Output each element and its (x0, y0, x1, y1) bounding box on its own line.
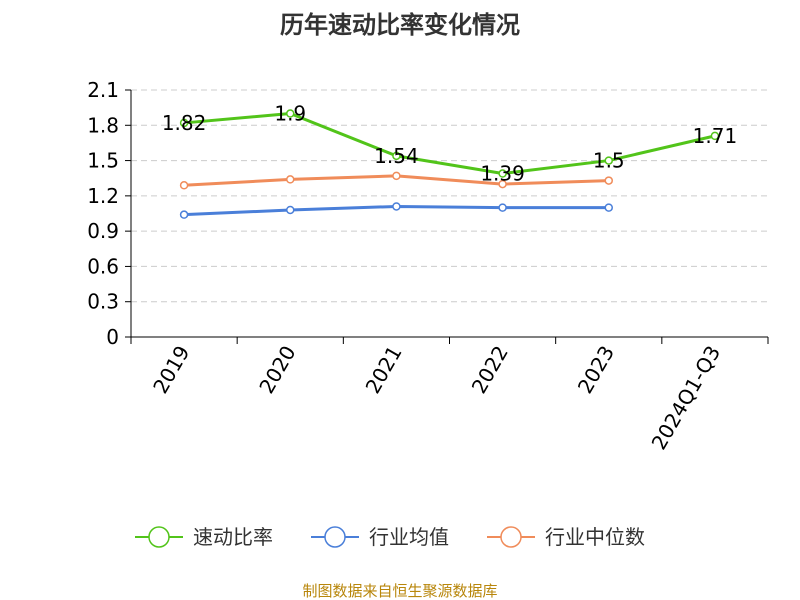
data-point (179, 118, 189, 128)
legend-item: 行业均值 (311, 525, 449, 549)
legend-marker (324, 526, 346, 548)
data-point (286, 175, 295, 184)
y-tick-label: 0.6 (87, 254, 119, 278)
data-point (392, 202, 401, 211)
y-tick-label: 0 (106, 325, 119, 349)
x-tick-label: 2024Q1-Q3 (647, 342, 726, 454)
data-point (392, 171, 401, 181)
y-tick-label: 2.1 (87, 78, 119, 102)
legend-label: 速动比率 (193, 525, 273, 549)
x-tick-label: 2020 (254, 342, 300, 398)
x-tick-label: 2021 (361, 342, 407, 398)
x-tick-label: 2022 (467, 342, 513, 398)
data-label: 1.54 (374, 144, 419, 168)
data-label: 1.9 (274, 102, 306, 126)
data-point (604, 156, 613, 165)
data-point (179, 210, 189, 219)
chart-title: 历年速动比率变化情况 (280, 11, 520, 39)
source-note: 制图数据来自恒生聚源数据库 (302, 582, 497, 600)
legend-marker (500, 526, 522, 548)
data-point (392, 151, 401, 161)
x-tick-label: 2019 (148, 342, 194, 398)
data-point (604, 203, 613, 212)
data-point (710, 131, 720, 141)
series-layer (179, 109, 720, 219)
legend-marker (148, 526, 170, 548)
data-label: 1.82 (162, 111, 207, 135)
legend-label: 行业中位数 (545, 525, 645, 549)
data-point (286, 109, 295, 118)
data-point (179, 181, 189, 190)
y-tick-label: 0.9 (87, 219, 119, 243)
grid (131, 89, 768, 303)
legend-item: 行业中位数 (487, 525, 645, 549)
data-label: 1.39 (480, 162, 525, 186)
data-labels: 1.82 1.9 1.54 1.39 1.5 1.71 (162, 102, 737, 186)
data-point (498, 203, 507, 212)
y-tick-label: 1.8 (87, 113, 119, 137)
y-tick-label: 1.5 (87, 149, 119, 173)
y-tick-label: 1.2 (87, 184, 119, 208)
legend-item: 速动比率 (135, 525, 273, 549)
data-label: 1.71 (693, 124, 738, 148)
legend-label: 行业均值 (369, 525, 449, 549)
legend: 速动比率 行业均值 行业中位数 (135, 525, 645, 549)
data-point (498, 179, 507, 189)
x-tick-label: 2023 (573, 342, 619, 398)
y-tick-label: 0.3 (87, 290, 119, 314)
data-point (286, 205, 295, 215)
data-point (604, 176, 613, 185)
series-line-0 (183, 112, 716, 176)
data-point (498, 169, 507, 178)
data-label: 1.5 (593, 149, 625, 173)
